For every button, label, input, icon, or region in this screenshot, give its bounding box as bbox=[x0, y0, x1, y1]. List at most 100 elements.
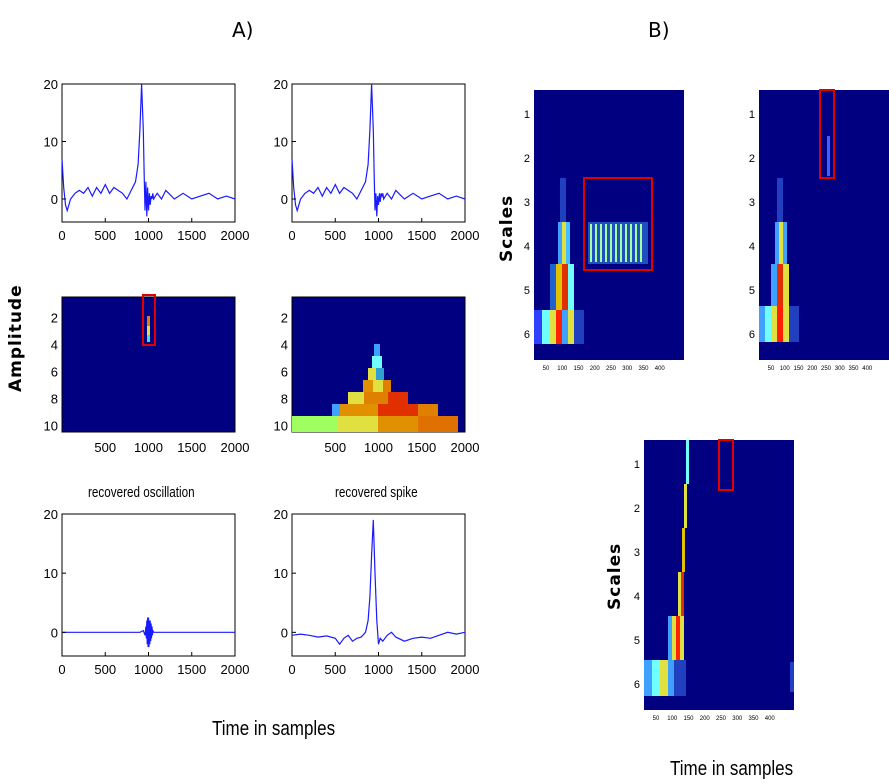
scalogram-cell bbox=[777, 264, 783, 306]
x-tick-label: 2000 bbox=[451, 228, 480, 243]
scalogram-cell bbox=[680, 616, 684, 660]
y-tick-label: 10 bbox=[274, 418, 288, 433]
x-tick-label: 2000 bbox=[221, 440, 250, 455]
y-tick-label: 8 bbox=[51, 391, 58, 406]
y-tick-label: 4 bbox=[281, 337, 288, 352]
y-tick-label: 20 bbox=[274, 508, 288, 522]
heatmap-left-chart: 500 1000 1500 2000 2 4 6 8 10 bbox=[44, 294, 250, 455]
scalogram-cell bbox=[644, 660, 652, 696]
x-tick-label: 1500 bbox=[407, 440, 436, 455]
scalogram-cell bbox=[566, 222, 570, 264]
oscillation-marks: 0 500 1000 1500 2000 0 10 20 bbox=[44, 508, 250, 677]
heatmap-right-cell bbox=[363, 380, 373, 392]
y-tick-label: 10 bbox=[274, 135, 288, 150]
x-tick-label: 0 bbox=[58, 662, 65, 677]
y-tick-label: 3 bbox=[749, 197, 755, 209]
highlight-box bbox=[819, 89, 835, 179]
heatmap-left-cell bbox=[147, 326, 150, 335]
scalogram-cell bbox=[568, 264, 574, 310]
x-tick-label: 400 bbox=[862, 366, 873, 372]
y-tick-label: 0 bbox=[51, 192, 58, 207]
heatmap-right-cell bbox=[368, 368, 376, 380]
y-tick-label: 8 bbox=[281, 391, 288, 406]
scalogram-cell bbox=[771, 264, 777, 306]
x-tick-label: 350 bbox=[638, 366, 649, 372]
scalogram-cell bbox=[652, 660, 660, 696]
y-tick-label: 2 bbox=[281, 310, 288, 325]
highlight-box bbox=[583, 177, 653, 271]
y-tick-label: 2 bbox=[749, 153, 755, 165]
scalogram-cell bbox=[556, 264, 562, 310]
y-tick-label: 5 bbox=[634, 635, 640, 647]
x-tick-label: 1000 bbox=[364, 662, 393, 677]
heatmap-right-chart: 500 1000 1500 2000 2 4 6 8 10 bbox=[274, 296, 479, 455]
scalogram-cell bbox=[558, 222, 562, 264]
y-tick-label: 6 bbox=[749, 329, 755, 341]
y-tick-label: 0 bbox=[281, 192, 288, 207]
x-tick-label: 150 bbox=[793, 366, 804, 372]
y-tick-label: 20 bbox=[44, 78, 58, 92]
x-tick-label: 50 bbox=[653, 716, 660, 722]
x-tick-label: 500 bbox=[94, 662, 116, 677]
x-tick-label: 2000 bbox=[221, 662, 250, 677]
spike-chart: 0 500 1000 1500 2000 0 10 20 bbox=[274, 508, 480, 677]
heatmap-right-cell bbox=[292, 416, 338, 432]
scalogram-cell bbox=[668, 616, 672, 660]
x-tick-label: 1500 bbox=[177, 228, 206, 243]
scalogram-cell bbox=[562, 222, 566, 264]
scalogram-cell bbox=[681, 572, 684, 616]
y-tick-label: 5 bbox=[524, 285, 530, 297]
scalogram-cell bbox=[542, 310, 550, 344]
x-tick-label: 250 bbox=[716, 716, 727, 722]
y-tick-label: 4 bbox=[634, 591, 640, 603]
x-tick-label: 500 bbox=[324, 440, 346, 455]
scalogram-cell bbox=[779, 222, 783, 264]
x-tick-label: 500 bbox=[324, 228, 346, 243]
heatmap-right-cell bbox=[374, 344, 380, 356]
x-tick-label: 350 bbox=[748, 716, 759, 722]
scalogram-cell bbox=[827, 136, 830, 176]
x-tick-label: 150 bbox=[573, 366, 584, 372]
y-tick-label: 10 bbox=[44, 566, 58, 581]
heatmap-left-ticks: 500 1000 1500 2000 2 4 6 8 10 bbox=[44, 310, 250, 455]
x-tick-label: 1000 bbox=[134, 440, 163, 455]
y-tick-label: 5 bbox=[749, 285, 755, 297]
scalogram-cell bbox=[775, 222, 779, 264]
scalogram-cell bbox=[789, 306, 799, 342]
scalogram-cell bbox=[682, 528, 685, 572]
heatmap-right-cell bbox=[340, 404, 378, 416]
x-tick-label: 2000 bbox=[221, 228, 250, 243]
y-tick-label: 2 bbox=[634, 503, 640, 515]
y-tick-label: 3 bbox=[634, 547, 640, 559]
scalogram-cell bbox=[783, 306, 789, 342]
oscillation-stripes bbox=[588, 222, 648, 264]
x-tick-label: 400 bbox=[765, 716, 776, 722]
heatmap-right-cell bbox=[348, 392, 364, 404]
panel-a-xlabel: Time in samples bbox=[212, 718, 336, 740]
scalogram-cell bbox=[684, 484, 687, 528]
x-tick-label: 250 bbox=[821, 366, 832, 372]
scalogram-cell bbox=[783, 222, 787, 264]
x-tick-label: 300 bbox=[622, 366, 633, 372]
y-tick-label: 10 bbox=[44, 418, 58, 433]
y-tick-label: 3 bbox=[524, 197, 530, 209]
x-tick-label: 100 bbox=[557, 366, 568, 372]
panel-b-xlabel: Time in samples bbox=[670, 758, 794, 780]
y-tick-label: 20 bbox=[44, 508, 58, 522]
x-tick-label: 500 bbox=[94, 228, 116, 243]
scales-label-top: Scales bbox=[497, 194, 517, 262]
scalogram-cell bbox=[550, 264, 556, 310]
scalogram-cell bbox=[771, 306, 777, 342]
signal-left-marks: 0 500 1000 1500 2000 0 10 20 bbox=[44, 78, 250, 243]
x-tick-label: 1000 bbox=[364, 228, 393, 243]
heatmap-right-cell bbox=[372, 356, 382, 368]
highlight-box bbox=[718, 439, 734, 491]
scalogram-cell bbox=[534, 310, 542, 344]
y-tick-label: 2 bbox=[51, 310, 58, 325]
y-tick-label: 4 bbox=[524, 241, 530, 253]
scalogram-cell bbox=[777, 306, 783, 342]
y-tick-label: 4 bbox=[51, 337, 58, 352]
y-tick-label: 20 bbox=[274, 78, 288, 92]
scalogram-2-ticks: 1 2 3 4 5 6 50 100 150 200 250 300 350 400 bbox=[749, 109, 873, 372]
x-tick-label: 200 bbox=[700, 716, 711, 722]
